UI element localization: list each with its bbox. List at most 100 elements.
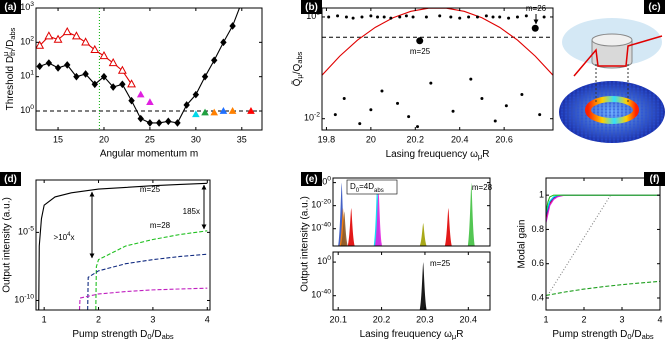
label-part: 1	[30, 69, 34, 76]
y-axis-label: Modal gain	[517, 220, 528, 269]
series-line	[546, 194, 660, 223]
x-tick-label: 20.2	[407, 134, 425, 144]
x-tick-label: 35	[237, 134, 247, 144]
marker	[36, 40, 45, 49]
marker	[493, 119, 497, 123]
annotation: >104x	[54, 232, 75, 243]
label-part: 10	[317, 256, 327, 266]
x-tick-label: 4	[657, 314, 662, 324]
marker	[389, 16, 393, 20]
marker	[480, 96, 484, 100]
label-part: 10	[306, 11, 316, 21]
peak	[347, 207, 355, 246]
marker	[146, 119, 154, 127]
y-tick-label: 101	[20, 69, 34, 81]
plot-area	[338, 182, 475, 246]
peak	[467, 182, 475, 246]
label-part: 10	[20, 71, 30, 81]
marker	[44, 31, 54, 40]
x-axis-label: Lasing freuquency ωμR	[386, 149, 490, 161]
plot-frame	[332, 251, 491, 311]
disk-texture	[559, 81, 665, 143]
label-part: abs	[295, 51, 304, 63]
y-tick-label: 1	[539, 190, 544, 200]
plot-area	[322, 8, 553, 129]
y-tick-label: 0.8	[531, 224, 544, 234]
cylinder-top	[591, 33, 633, 47]
x-tick-label: 20.4	[460, 314, 478, 324]
panel-label: (f)	[650, 174, 660, 185]
marker	[90, 44, 100, 54]
marker	[137, 114, 144, 123]
x-tick-label: 20	[366, 134, 376, 144]
y-tick-label: 10-40	[311, 221, 331, 233]
marker	[247, 107, 255, 114]
marker	[380, 89, 384, 93]
plot-frame	[332, 177, 491, 247]
annotation: m=25	[140, 185, 161, 194]
x-tick-label: 20.6	[495, 134, 513, 144]
marker	[531, 24, 539, 32]
label-part: R	[482, 149, 489, 160]
marker	[358, 122, 362, 126]
annotation: 185x	[183, 207, 200, 216]
series-line	[546, 280, 660, 296]
x-tick-label: 20.2	[373, 314, 391, 324]
annotation: D0=4Dabs	[350, 182, 384, 193]
annotation: m=25	[430, 259, 451, 268]
x-axis-label: Pump strength D0/Dabs	[72, 329, 174, 340]
marker	[228, 107, 237, 114]
label-part: Pump strength D	[552, 329, 627, 340]
label-part: μ	[478, 152, 482, 161]
marker	[229, 22, 236, 30]
label-part: Threshold D	[5, 56, 16, 110]
label-part: Lasing freuquency ω	[386, 149, 479, 160]
illustration: (c)	[559, 0, 665, 143]
peak	[419, 262, 427, 310]
marker	[504, 104, 508, 108]
label-part: 10	[20, 2, 30, 12]
marker	[344, 15, 348, 19]
peak	[444, 207, 452, 246]
label-part: =4D	[359, 182, 374, 191]
plot-area	[546, 194, 660, 299]
marker	[351, 16, 355, 20]
x-tick-label: 25	[145, 134, 155, 144]
marker	[475, 15, 479, 19]
marker	[333, 113, 337, 117]
marker	[81, 37, 91, 46]
x-tick-label: 19.8	[318, 134, 336, 144]
plot-frame	[35, 7, 263, 131]
plot-area	[38, 182, 208, 310]
label-part: th	[8, 50, 17, 56]
x-axis-label: Angular momentum m	[100, 149, 198, 160]
marker	[239, 0, 245, 6]
x-tick-label: 20	[99, 134, 109, 144]
y-axis-label: Output intensity (a.u.)	[2, 197, 13, 293]
marker	[382, 15, 386, 19]
marker	[36, 62, 43, 71]
y-tick-label: 0.4	[531, 292, 544, 302]
label-part: /D	[152, 329, 162, 340]
label-part: -10	[24, 293, 34, 300]
marker	[91, 80, 98, 89]
y-tick-label: 10-5	[18, 225, 34, 237]
x-tick-label: 3	[150, 314, 155, 324]
marker	[369, 14, 373, 18]
marker	[117, 65, 127, 74]
marker	[458, 16, 462, 20]
label-part: 2	[30, 35, 34, 42]
marker	[524, 14, 528, 18]
label-part: -5	[28, 225, 34, 232]
marker	[336, 14, 340, 18]
marker	[327, 15, 331, 19]
annotation: m=28	[472, 183, 493, 192]
label-part: -20	[321, 198, 331, 205]
annotation: m=25	[410, 47, 431, 56]
marker	[369, 108, 373, 112]
label-part: 4	[67, 232, 71, 238]
label-part: 0	[30, 104, 34, 111]
x-tick-label: 2	[581, 314, 586, 324]
